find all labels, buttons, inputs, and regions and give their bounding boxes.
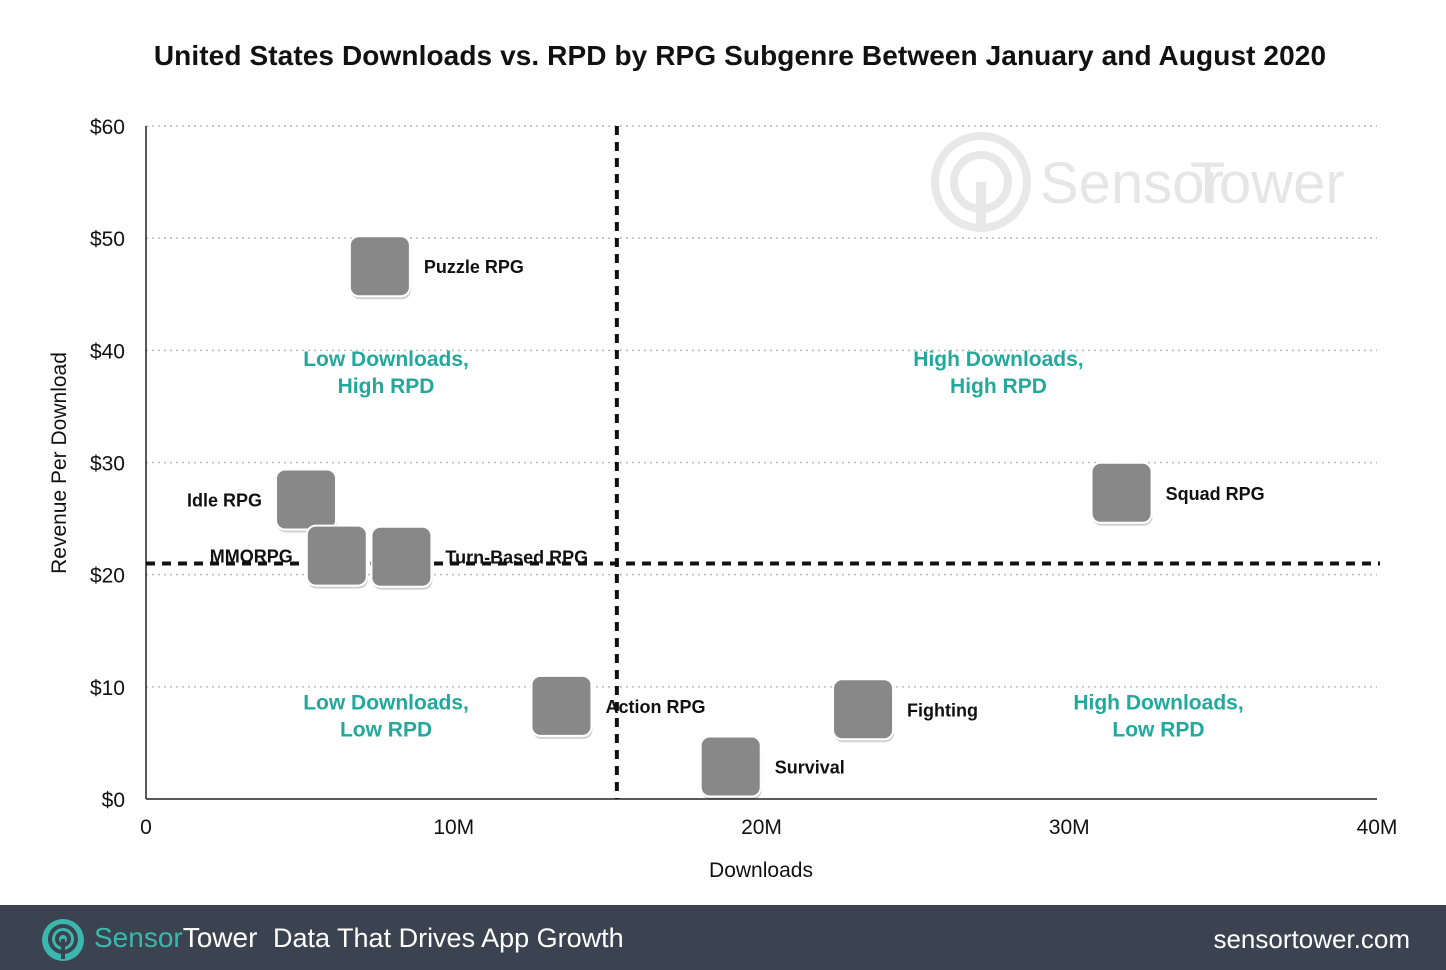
y-tick-label: $0 xyxy=(102,789,125,812)
y-tick-label: $60 xyxy=(90,116,125,139)
x-tick-label: 30M xyxy=(1049,816,1090,839)
point-label: Puzzle RPG xyxy=(424,257,524,277)
point-label: MMORPG xyxy=(210,547,293,567)
sensortower-logo-icon xyxy=(42,919,84,961)
y-tick-label: $40 xyxy=(90,340,125,363)
watermark-brand-left: Sensor xyxy=(1040,151,1224,216)
point-label: Fighting xyxy=(907,700,978,720)
marvel-contest-of-champions-icon xyxy=(832,678,895,741)
marvel-strike-force-icon xyxy=(1090,461,1153,524)
scatter-point: Puzzle RPG xyxy=(348,235,524,300)
footer-brand: SensorTower xyxy=(94,922,257,954)
scatter-point: Survival xyxy=(699,735,845,800)
action-rpg-game-icon xyxy=(530,674,593,737)
scatter-point: MMORPG xyxy=(210,524,368,589)
point-label: Action RPG xyxy=(605,697,705,717)
quadrant-label: High Downloads, Low RPD xyxy=(1073,691,1243,741)
black-desert-mobile-icon xyxy=(305,524,368,587)
scatter-point: Turn-Based RPG xyxy=(370,525,588,590)
point-label: Turn-Based RPG xyxy=(445,548,588,568)
chart-title: United States Downloads vs. RPD by RPG S… xyxy=(153,40,1327,71)
point-label: Squad RPG xyxy=(1166,484,1265,504)
y-tick-label: $20 xyxy=(90,565,125,588)
quadrant-label: Low Downloads, Low RPD xyxy=(303,691,469,741)
y-tick-label: $50 xyxy=(90,228,125,251)
y-axis-title: Revenue Per Download xyxy=(48,352,71,574)
point-label: Survival xyxy=(775,757,845,777)
footer-tagline: Data That Drives App Growth xyxy=(273,923,624,953)
footer-brand-part1: Sensor xyxy=(94,922,183,953)
scatter-point: Fighting xyxy=(832,678,978,743)
sensortower-watermark-logo-icon xyxy=(931,132,1031,232)
footer-url[interactable]: sensortower.com xyxy=(1213,924,1410,954)
point-label: Idle RPG xyxy=(187,491,262,511)
scatter-point: Idle RPG xyxy=(187,468,338,533)
dragon-ball-icon xyxy=(348,235,411,298)
quadrant-label: High Downloads, High RPD xyxy=(913,348,1083,398)
watermark-brand-right: Tower xyxy=(1190,151,1345,216)
x-tick-label: 10M xyxy=(433,816,474,839)
x-axis-title: Downloads xyxy=(709,859,813,882)
scatter-point: Squad RPG xyxy=(1090,461,1265,526)
footer-bar: SensorTower Data That Drives App Growth … xyxy=(0,905,1446,970)
y-tick-label: $10 xyxy=(90,677,125,700)
x-tick-label: 40M xyxy=(1357,816,1398,839)
footer-brand-part2: Tower xyxy=(182,922,258,953)
y-tick-label: $30 xyxy=(90,453,125,476)
sensortower-watermark: Sensor Tower xyxy=(931,132,1345,232)
x-tick-label: 0 xyxy=(140,816,152,839)
x-tick-label: 20M xyxy=(741,816,782,839)
scatter-chart: Sensor Tower $0 $10 $20 $30 $40 $50 $60 0 10M 20M… xyxy=(48,116,1398,882)
scatter-point: Action RPG xyxy=(530,674,705,739)
fate-grand-order-icon xyxy=(370,525,433,588)
survival-game-icon xyxy=(699,735,762,798)
idle-rpg-game-icon xyxy=(275,468,338,531)
quadrant-label: Low Downloads, High RPD xyxy=(303,348,469,398)
